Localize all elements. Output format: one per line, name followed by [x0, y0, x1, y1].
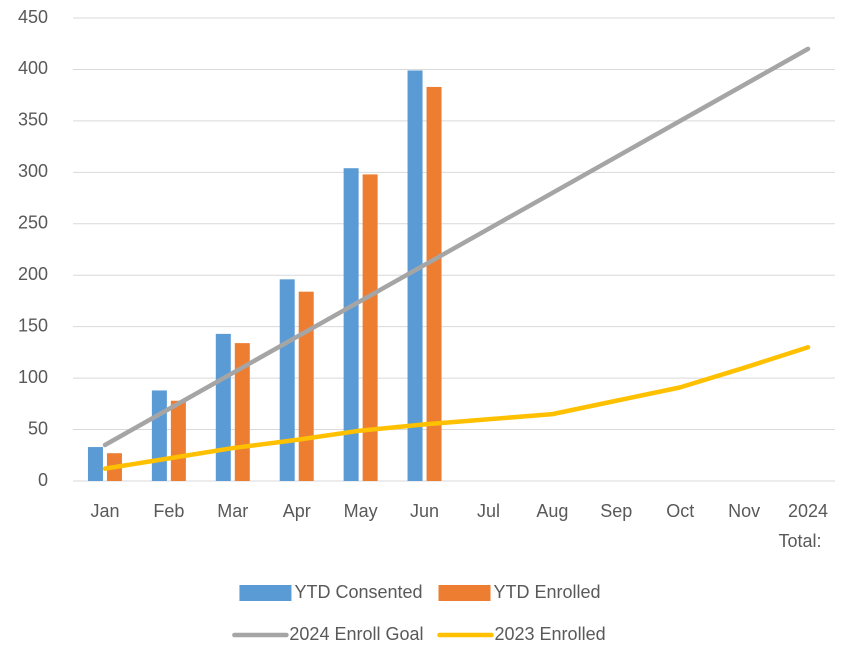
- legend-swatch: [438, 585, 491, 601]
- y-tick-label: 100: [18, 367, 48, 387]
- line: [102, 344, 811, 471]
- y-tick-label: 400: [18, 58, 48, 78]
- legend-label: YTD Enrolled: [494, 582, 601, 602]
- x-tick-label: Nov: [728, 501, 760, 521]
- x-tick-label: Sep: [600, 501, 632, 521]
- y-tick-label: 250: [18, 213, 48, 233]
- legend-label: 2024 Enroll Goal: [289, 624, 423, 644]
- x-tick-label: May: [344, 501, 378, 521]
- bar: [170, 400, 186, 481]
- x-tick-label: Oct: [666, 501, 694, 521]
- bar: [407, 70, 423, 482]
- line: [102, 46, 811, 448]
- x-tick-label: Mar: [217, 501, 248, 521]
- y-tick-label: 450: [18, 7, 48, 27]
- y-tick-label: 350: [18, 110, 48, 130]
- y-tick-label: 300: [18, 161, 48, 181]
- legend-label: 2023 Enrolled: [495, 624, 606, 644]
- bar: [87, 447, 103, 481]
- x-tick-label: Jan: [90, 501, 119, 521]
- bar: [426, 86, 442, 482]
- y-tick-label: 200: [18, 264, 48, 284]
- y-tick-label: 150: [18, 315, 48, 335]
- x-tick-label: Aug: [536, 501, 568, 521]
- bar: [362, 174, 378, 481]
- legend-label: YTD Consented: [294, 582, 422, 602]
- x-tick-label: Jul: [477, 501, 500, 521]
- bar: [298, 291, 314, 481]
- x-tick-label: Apr: [283, 501, 311, 521]
- bar: [343, 168, 359, 481]
- bar: [151, 390, 167, 481]
- y-tick-label: 50: [28, 418, 48, 438]
- y-tick-label: 0: [38, 470, 48, 490]
- x-tick-label: Jun: [410, 501, 439, 521]
- x-tick-label: Feb: [153, 501, 184, 521]
- x-tick-label: 2024 Total:: [779, 501, 829, 551]
- bar: [279, 279, 295, 481]
- legend-swatch: [239, 585, 292, 601]
- bar: [215, 333, 231, 481]
